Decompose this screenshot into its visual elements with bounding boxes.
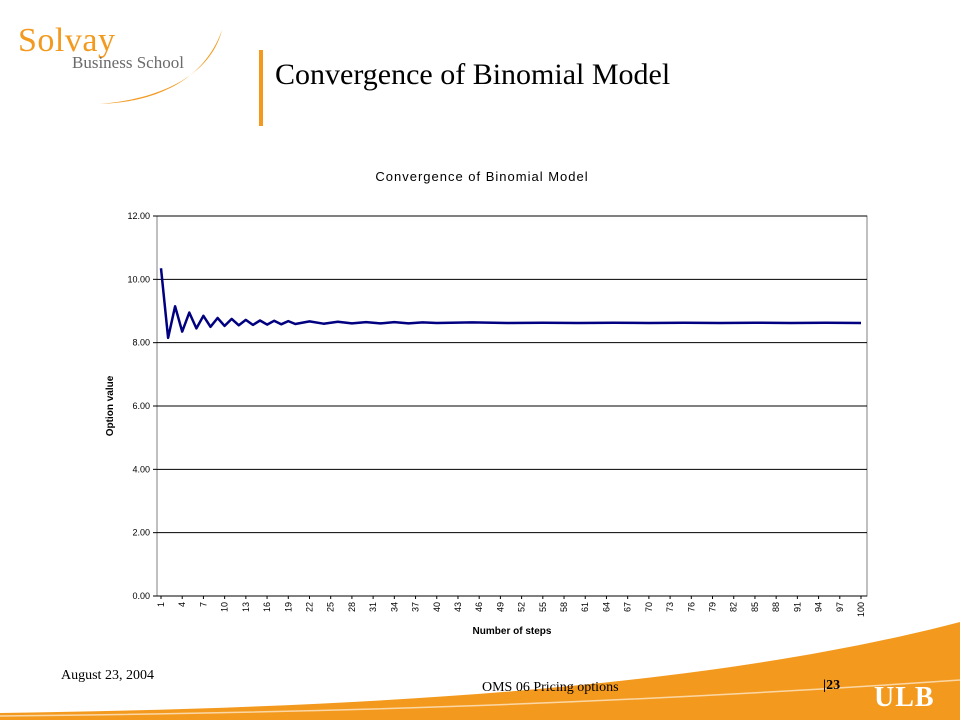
footer-swoosh xyxy=(0,622,960,720)
x-tick-label: 82 xyxy=(729,602,739,612)
x-tick-label: 19 xyxy=(283,602,293,612)
convergence-line-chart: Convergence of Binomial Model 0.00 2.00 4.… xyxy=(105,169,868,637)
x-tick-label: 76 xyxy=(686,602,696,612)
x-tick-label: 70 xyxy=(644,602,654,612)
x-tick-label: 46 xyxy=(474,602,484,612)
chart-title: Convergence of Binomial Model xyxy=(375,169,588,184)
x-tick-label: 79 xyxy=(708,602,718,612)
y-tick-label: 10.00 xyxy=(127,274,150,284)
series-line xyxy=(159,268,862,340)
x-tick-label: 34 xyxy=(389,602,399,612)
x-tick-label: 13 xyxy=(241,602,251,612)
x-tick-label: 100 xyxy=(856,602,866,617)
title-accent-bar xyxy=(259,50,263,126)
footer-course: OMS 06 Pricing options xyxy=(482,680,619,695)
x-tick-label: 64 xyxy=(601,602,611,612)
x-tick-label: 28 xyxy=(347,602,357,612)
ulb-logo: ULB xyxy=(874,682,935,713)
y-axis: 0.00 2.00 4.00 6.00 8.00 10.00 12.00 xyxy=(127,211,157,601)
y-tick-label: 6.00 xyxy=(132,401,150,411)
page-number: |23 xyxy=(823,678,841,693)
x-tick-label: 91 xyxy=(792,602,802,612)
x-tick-label: 67 xyxy=(623,602,633,612)
x-tick-label: 73 xyxy=(665,602,675,612)
y-tick-label: 12.00 xyxy=(127,211,150,221)
page-title: Convergence of Binomial Model xyxy=(275,58,671,91)
x-tick-label: 52 xyxy=(517,602,527,612)
x-axis-label: Number of steps xyxy=(473,626,552,637)
x-tick-label: 10 xyxy=(220,602,230,612)
x-axis: 1 4 7 10 13 16 19 22 25 28 31 34 37 40 43 46 49 52 55 58 61 6… xyxy=(156,596,866,617)
x-tick-label: 88 xyxy=(771,602,781,612)
footer-date: August 23, 2004 xyxy=(61,668,154,683)
x-tick-label: 58 xyxy=(559,602,569,612)
x-tick-label: 61 xyxy=(580,602,590,612)
x-tick-label: 7 xyxy=(198,602,208,607)
x-tick-label: 43 xyxy=(453,602,463,612)
x-tick-label: 97 xyxy=(835,602,845,612)
x-tick-label: 25 xyxy=(326,602,336,612)
y-axis-label: Option value xyxy=(105,375,116,436)
solvay-logo: Solvay Business School xyxy=(0,0,240,115)
x-tick-label: 40 xyxy=(432,602,442,612)
x-tick-label: 49 xyxy=(495,602,505,612)
y-tick-label: 4.00 xyxy=(132,464,150,474)
x-tick-label: 94 xyxy=(814,602,824,612)
gridlines xyxy=(156,215,868,597)
y-tick-label: 0.00 xyxy=(132,591,150,601)
x-tick-label: 31 xyxy=(368,602,378,612)
logo-subtitle: Business School xyxy=(72,53,184,72)
x-tick-label: 37 xyxy=(411,602,421,612)
x-tick-label: 55 xyxy=(538,602,548,612)
x-tick-label: 4 xyxy=(177,602,187,607)
y-tick-label: 2.00 xyxy=(132,528,150,538)
x-tick-label: 22 xyxy=(304,602,314,612)
x-tick-label: 1 xyxy=(156,602,166,607)
x-tick-label: 16 xyxy=(262,602,272,612)
y-tick-label: 8.00 xyxy=(132,338,150,348)
x-tick-label: 85 xyxy=(750,602,760,612)
logo-wordmark: Solvay xyxy=(18,22,116,59)
